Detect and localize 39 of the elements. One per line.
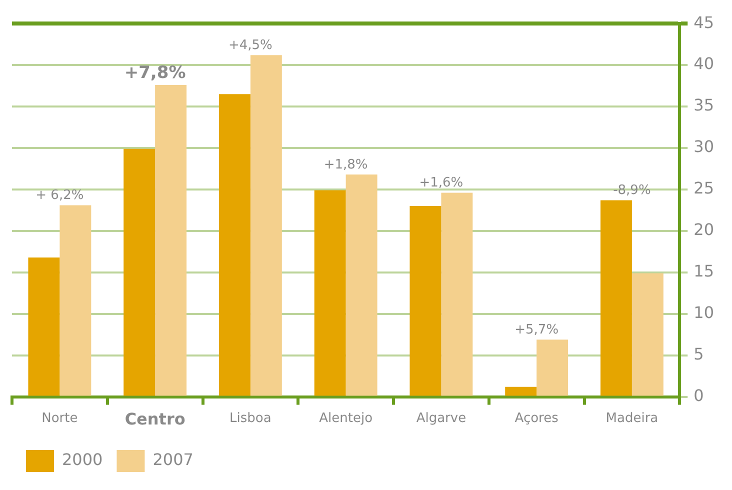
annotation: +7,8% xyxy=(124,62,186,83)
bar xyxy=(505,386,537,396)
y-tick-label: 30 xyxy=(694,137,714,156)
y-tick-label: 0 xyxy=(694,386,704,405)
bar xyxy=(314,190,346,396)
annotation: + 6,2% xyxy=(36,188,84,204)
x-tick-label: Lisboa xyxy=(230,410,272,426)
bar xyxy=(218,94,250,396)
bar xyxy=(410,206,442,396)
bar xyxy=(632,273,664,396)
x-tick-label: Centro xyxy=(124,410,186,429)
bar xyxy=(28,257,60,396)
legend-label: 2007 xyxy=(152,450,194,470)
bar xyxy=(346,174,378,396)
bar xyxy=(441,192,473,396)
x-tick-label: Madeira xyxy=(606,410,658,426)
y-tick-label: 35 xyxy=(694,96,714,115)
y-tick-label: 5 xyxy=(694,344,704,364)
y-tick-label: 25 xyxy=(694,178,714,198)
y-tick-label: 10 xyxy=(694,303,714,322)
legend-label: 2000 xyxy=(62,450,103,470)
bar xyxy=(600,200,632,396)
x-tick-label: Norte xyxy=(42,410,78,426)
x-tick-label: Algarve xyxy=(416,410,466,426)
y-tick-label: 40 xyxy=(694,54,714,74)
annotation: +4,5% xyxy=(228,38,272,53)
bar xyxy=(155,84,187,396)
annotation: +1,8% xyxy=(324,157,368,172)
annotation: +5,7% xyxy=(514,322,559,338)
annotation: +1,6% xyxy=(419,176,464,191)
bar xyxy=(60,205,92,396)
y-tick-label: 20 xyxy=(694,220,714,240)
x-tick-label: Alentejo xyxy=(319,410,373,426)
bar xyxy=(250,55,282,396)
bar xyxy=(124,148,156,396)
x-tick-label: Açores xyxy=(514,410,559,426)
bar xyxy=(536,340,568,396)
y-tick-label: 15 xyxy=(694,262,714,281)
y-tick-label: 45 xyxy=(694,12,714,32)
